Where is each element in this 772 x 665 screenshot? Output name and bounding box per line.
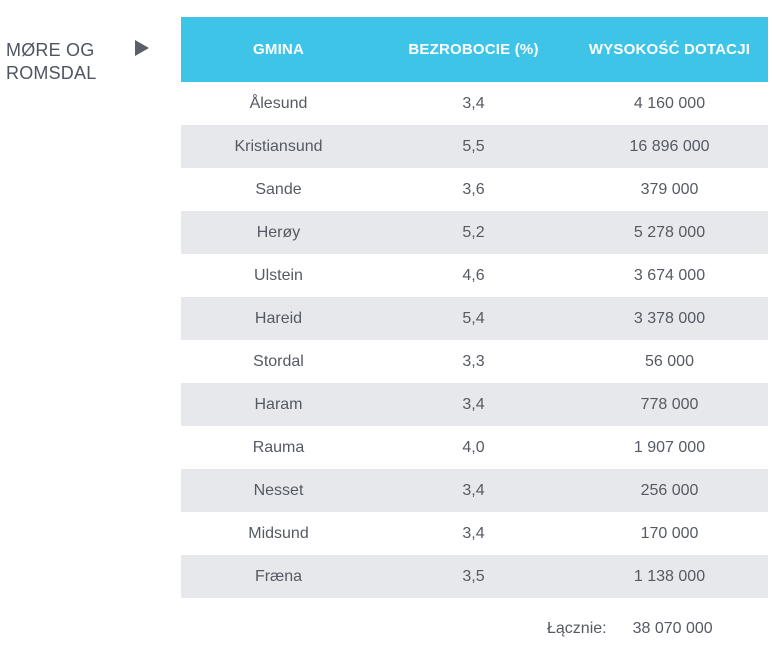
table-row: Ulstein 4,6 3 674 000 <box>181 254 768 297</box>
cell-bezrobocie: 5,2 <box>462 223 485 241</box>
cell-bezrobocie: 3,5 <box>462 567 485 585</box>
grants-table: GMINA BEZROBOCIE (%) WYSOKOŚĆ DOTACJI Ål… <box>181 17 768 598</box>
table-row: Haram 3,4 778 000 <box>181 383 768 426</box>
table-row: Rauma 4,0 1 907 000 <box>181 426 768 469</box>
cell-dotacja: 5 278 000 <box>633 223 706 241</box>
cell-bezrobocie: 3,4 <box>462 395 485 413</box>
total-value: 38 070 000 <box>632 620 713 637</box>
cell-dotacja: 170 000 <box>640 524 699 542</box>
total-summary: Łącznie: 38 070 000 <box>547 620 713 638</box>
table-row: Sande 3,6 379 000 <box>181 168 768 211</box>
cell-gmina: Fræna <box>254 567 303 585</box>
table-row: Midsund 3,4 170 000 <box>181 512 768 555</box>
cell-bezrobocie: 3,6 <box>462 180 485 198</box>
cell-bezrobocie: 3,4 <box>462 524 485 542</box>
region-label: MØRE OG ROMSDAL <box>6 39 116 85</box>
region-label-line2: ROMSDAL <box>6 63 97 83</box>
table-row: Kristiansund 5,5 16 896 000 <box>181 125 768 168</box>
table-row: Hareid 5,4 3 378 000 <box>181 297 768 340</box>
table-row: Herøy 5,2 5 278 000 <box>181 211 768 254</box>
cell-dotacja: 16 896 000 <box>629 137 710 155</box>
header-dotacja: WYSOKOŚĆ DOTACJI <box>588 41 751 58</box>
cell-gmina: Stordal <box>253 352 304 370</box>
cell-dotacja: 1 907 000 <box>633 438 706 456</box>
cell-gmina: Kristiansund <box>234 137 323 155</box>
cell-gmina: Sande <box>255 180 302 198</box>
cell-dotacja: 256 000 <box>640 481 699 499</box>
region-label-line1: MØRE OG <box>6 40 95 60</box>
cell-dotacja: 3 674 000 <box>633 266 706 284</box>
cell-gmina: Herøy <box>256 223 301 241</box>
cell-dotacja: 778 000 <box>640 395 699 413</box>
cell-gmina: Hareid <box>254 309 303 327</box>
cell-bezrobocie: 5,4 <box>462 309 485 327</box>
cell-gmina: Nesset <box>253 481 304 499</box>
cell-bezrobocie: 4,0 <box>462 438 485 456</box>
cell-bezrobocie: 3,4 <box>462 481 485 499</box>
cell-bezrobocie: 5,5 <box>462 137 485 155</box>
cell-gmina: Haram <box>254 395 303 413</box>
cell-dotacja: 4 160 000 <box>633 94 706 112</box>
table-row: Fræna 3,5 1 138 000 <box>181 555 768 598</box>
table-row: Nesset 3,4 256 000 <box>181 469 768 512</box>
cell-gmina: Ulstein <box>254 266 303 284</box>
cell-dotacja: 1 138 000 <box>633 567 706 585</box>
cell-dotacja: 3 378 000 <box>633 309 706 327</box>
table-row: Ålesund 3,4 4 160 000 <box>181 82 768 125</box>
header-bezrobocie: BEZROBOCIE (%) <box>408 41 539 58</box>
cell-bezrobocie: 3,3 <box>462 352 485 370</box>
cell-bezrobocie: 3,4 <box>462 94 485 112</box>
header-gmina: GMINA <box>253 41 304 58</box>
cell-gmina: Ålesund <box>249 94 308 112</box>
cell-dotacja: 379 000 <box>640 180 699 198</box>
table-header: GMINA BEZROBOCIE (%) WYSOKOŚĆ DOTACJI <box>181 17 768 82</box>
cell-gmina: Rauma <box>252 438 305 456</box>
cell-gmina: Midsund <box>248 524 309 542</box>
triangle-right-icon <box>135 40 149 56</box>
cell-bezrobocie: 4,6 <box>462 266 485 284</box>
table-row: Stordal 3,3 56 000 <box>181 340 768 383</box>
total-label: Łącznie: <box>547 620 607 637</box>
cell-dotacja: 56 000 <box>645 352 694 370</box>
